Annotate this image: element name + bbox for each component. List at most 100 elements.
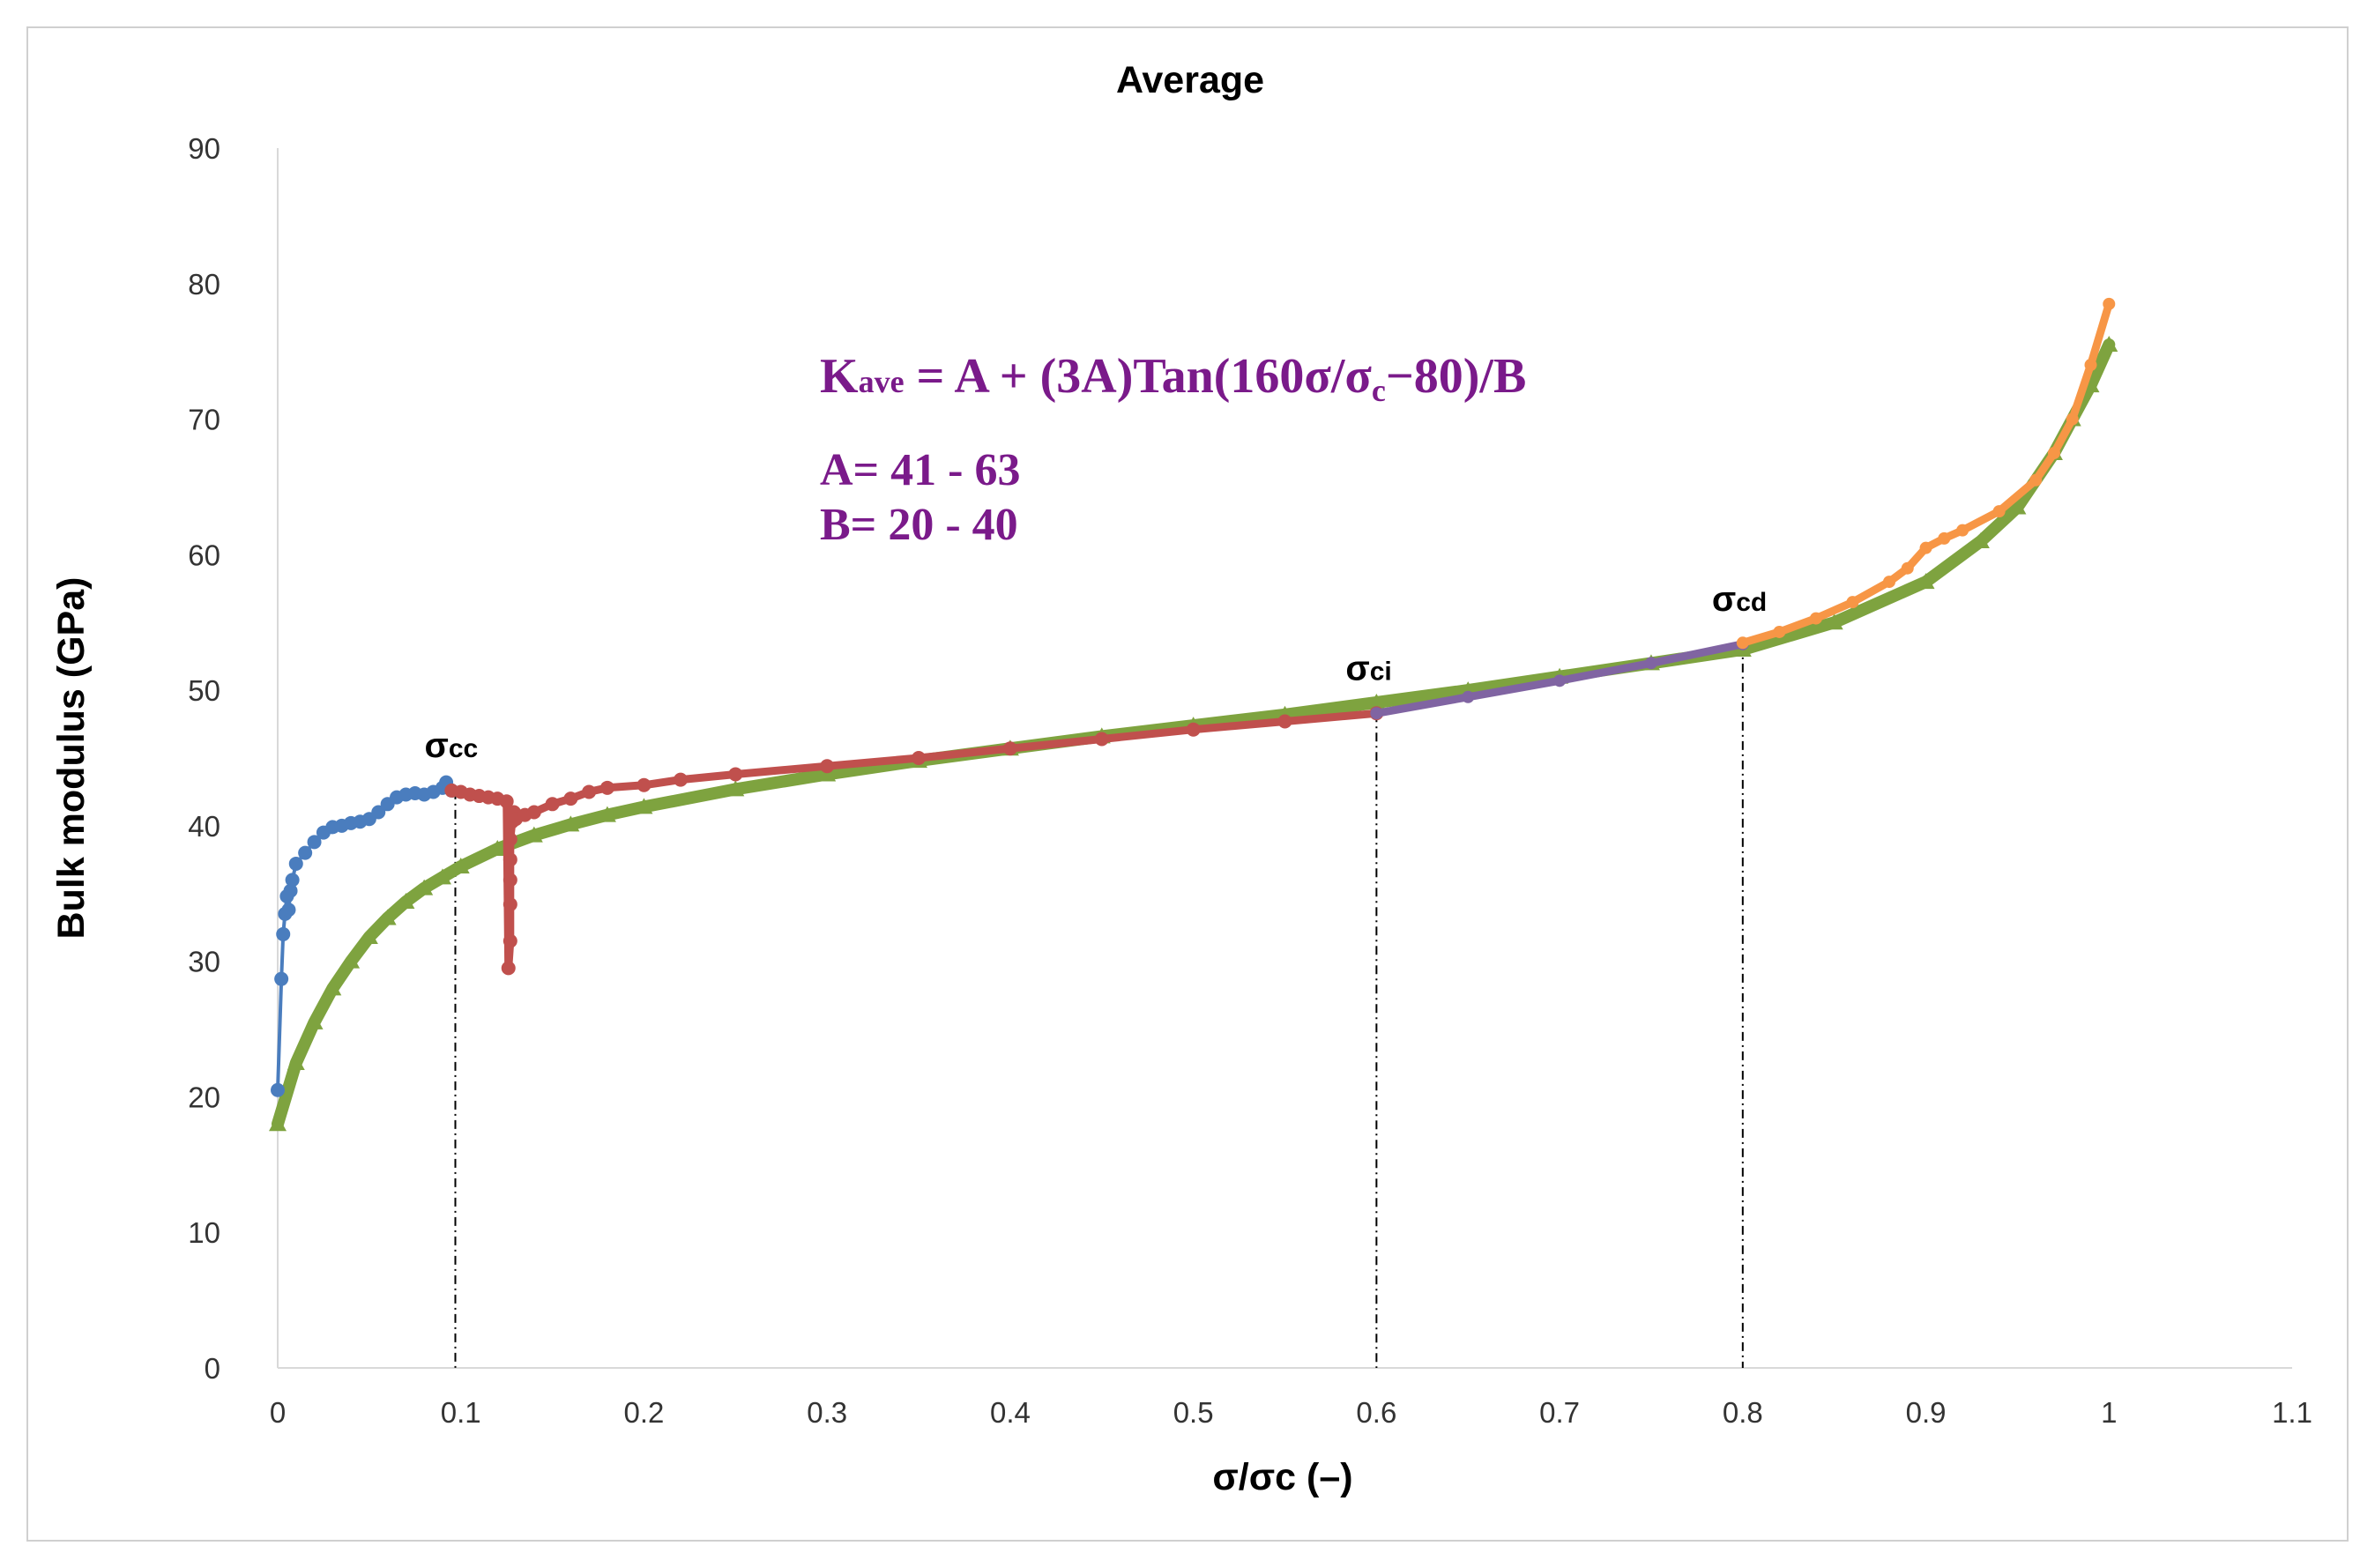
data-point: [269, 1115, 287, 1132]
data-point: [2029, 473, 2043, 487]
x-tick-label: 1: [2101, 1396, 2117, 1429]
series-orange: [1736, 297, 2116, 650]
data-point: [2066, 412, 2079, 426]
data-point: [728, 767, 743, 782]
data-point: [1462, 690, 1475, 703]
data-point: [1971, 531, 1990, 548]
data-point: [582, 784, 597, 799]
data-point: [1846, 596, 1859, 609]
threshold-lines: σcc σci σcd: [424, 580, 1767, 1368]
equation-rest-1: = A + (3A)Tan(160σ/σ: [905, 349, 1373, 404]
y-tick-label: 60: [188, 539, 220, 571]
x-tick-label: 0.3: [807, 1396, 847, 1429]
y-tick-label: 20: [188, 1081, 220, 1113]
y-axis-title: Bulk modulus (GPa): [50, 577, 93, 940]
data-point: [287, 1054, 305, 1070]
data-point: [545, 797, 560, 812]
data-point: [271, 1082, 285, 1097]
y-tick-label: 10: [188, 1216, 220, 1249]
series-red: [444, 706, 1384, 976]
data-point: [415, 879, 434, 895]
data-point: [285, 873, 300, 888]
threshold-label: σci: [1345, 649, 1391, 687]
data-point: [1956, 524, 1969, 537]
y-tick-label: 80: [188, 268, 220, 301]
y-tick-label: 0: [205, 1352, 220, 1385]
series-purple: [1370, 637, 1749, 720]
x-tick-label: 0.8: [1723, 1396, 1763, 1429]
series-line: [1738, 300, 2113, 647]
data-point: [562, 815, 580, 832]
data-point: [281, 903, 296, 918]
data-point: [1901, 561, 1914, 575]
equation-rest-2: −80)/B: [1386, 349, 1526, 404]
data-point: [1883, 576, 1895, 589]
data-point: [1809, 612, 1822, 625]
data-point: [378, 909, 397, 925]
data-point: [1094, 732, 1109, 747]
data-point: [451, 858, 470, 874]
equation-line: Kave = A + (3A)Tan(160σ/σc−80)/B: [820, 349, 1526, 408]
parameter-b-range: B= 20 - 40: [820, 500, 1018, 550]
x-tick-label: 0.2: [624, 1396, 665, 1429]
data-point: [1370, 707, 1383, 720]
data-point: [342, 952, 361, 969]
data-point: [274, 971, 289, 986]
series-line: [447, 709, 1381, 972]
data-point: [499, 794, 514, 809]
data-point: [283, 883, 298, 898]
data-point: [488, 840, 507, 857]
data-point: [2103, 297, 2116, 310]
data-point: [599, 780, 614, 795]
x-tick-label: 0.9: [1906, 1396, 1947, 1429]
equation-sub-c: c: [1372, 373, 1386, 408]
data-point: [305, 1013, 324, 1029]
series-blue: [271, 775, 459, 1097]
data-point: [397, 893, 415, 910]
chart-frame: [26, 26, 2349, 1542]
data-point: [503, 852, 517, 867]
data-point: [1186, 722, 1201, 737]
data-point: [360, 927, 378, 944]
threshold-label: σcd: [1712, 580, 1767, 619]
data-point: [2084, 359, 2097, 372]
series-green: [269, 335, 2118, 1132]
equation-main: K: [820, 349, 859, 404]
data-point: [1002, 741, 1017, 756]
data-point: [1938, 531, 1951, 545]
data-point: [726, 780, 745, 797]
data-point: [324, 979, 342, 996]
data-point: [563, 791, 578, 806]
data-point: [2047, 447, 2060, 459]
data-point: [276, 926, 291, 941]
series-layer: [269, 297, 2118, 1132]
equation-annotation: Kave = A + (3A)Tan(160σ/σc−80)/B A= 41 -…: [820, 349, 1526, 550]
y-tick-labels: 0 10 20 30 40 50 60 70 80 90: [188, 132, 220, 1385]
parameter-a-range: A= 41 - 63: [820, 445, 1021, 495]
data-point: [501, 961, 516, 976]
data-point: [2008, 498, 2027, 515]
data-point: [288, 856, 303, 871]
x-tick-label: 0.5: [1173, 1396, 1214, 1429]
data-point: [637, 777, 651, 792]
data-point: [674, 772, 688, 787]
y-tick-label: 30: [188, 946, 220, 978]
data-point: [820, 759, 835, 774]
x-tick-label: 0.6: [1356, 1396, 1396, 1429]
data-point: [503, 933, 517, 948]
x-tick-label: 0.1: [441, 1396, 481, 1429]
equation-sub-ave: ave: [859, 364, 905, 399]
data-point: [1367, 693, 1386, 710]
x-tick-label: 0.7: [1539, 1396, 1580, 1429]
y-tick-label: 40: [188, 810, 220, 843]
y-tick-label: 50: [188, 674, 220, 707]
x-tick-label: 1.1: [2272, 1396, 2312, 1429]
data-point: [525, 826, 543, 843]
data-point: [433, 868, 451, 885]
chart-title: Average: [1116, 59, 1264, 101]
data-point: [635, 798, 653, 814]
data-point: [503, 873, 517, 888]
data-point: [503, 897, 517, 912]
data-point: [1773, 625, 1786, 638]
